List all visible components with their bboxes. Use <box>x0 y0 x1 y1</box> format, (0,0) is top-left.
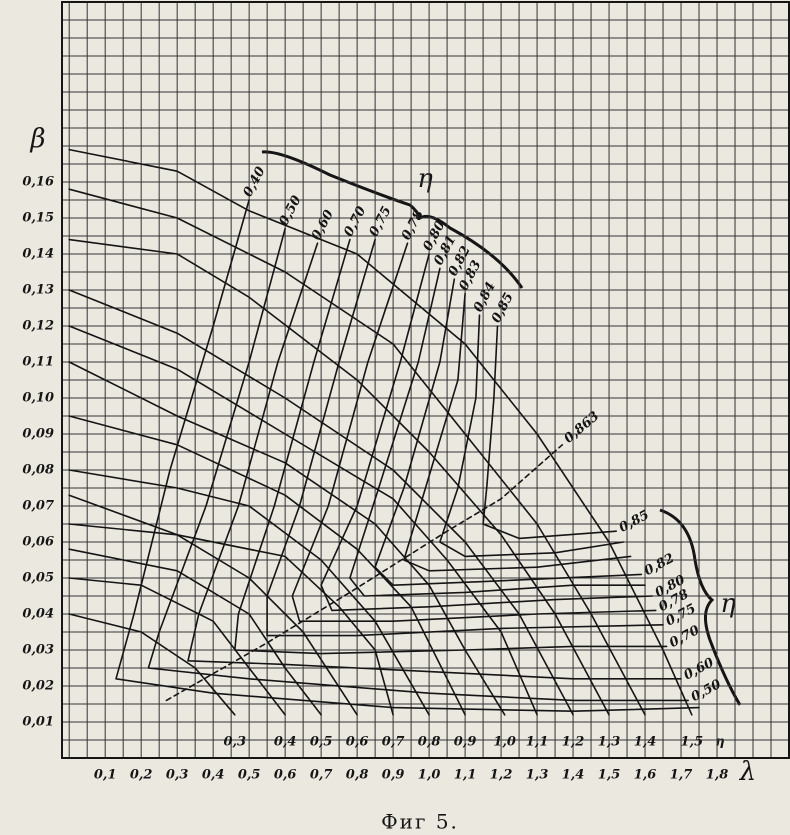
curve-label: 0,85 <box>617 508 652 536</box>
curve <box>482 325 617 540</box>
y-tick-label: 0,09 <box>22 427 54 442</box>
curve <box>266 238 664 637</box>
x-tick-label: 0,1 <box>94 768 117 783</box>
y-tick-label: 0,05 <box>22 571 54 586</box>
y-tick-label: 0,04 <box>22 607 54 622</box>
y-tick-label: 0,16 <box>22 175 54 190</box>
curve-label: 1,5 <box>681 735 704 750</box>
x-tick-label: 0,5 <box>238 768 261 783</box>
curve <box>68 613 236 716</box>
x-tick-label: 0,7 <box>310 768 333 783</box>
x-tick-label: 1,5 <box>598 768 621 783</box>
y-tick-label: 0,12 <box>22 319 54 334</box>
x-tick-label: 1,0 <box>418 768 441 783</box>
curve-label: 1,3 <box>598 735 621 750</box>
x-axis-label: λ <box>739 757 756 787</box>
curve-label: 0,863 <box>561 409 602 447</box>
y-tick-label: 0,03 <box>22 643 54 658</box>
caption: Фиг 5. <box>381 810 459 834</box>
curve-label: 0,6 <box>346 735 369 750</box>
y-tick-label: 0,08 <box>22 463 54 478</box>
curve-label: 0,7 <box>382 735 405 750</box>
curve-label: 0,4 <box>274 735 297 750</box>
grid <box>62 2 789 758</box>
curve <box>165 444 564 702</box>
curve-label: 0,3 <box>223 735 246 750</box>
curve-label: 0,82 <box>642 551 677 579</box>
curve-label: 0,5 <box>310 735 333 750</box>
x-tick-label: 1,3 <box>526 768 549 783</box>
curve <box>403 292 632 572</box>
eta-symbol: η <box>417 164 433 194</box>
curve <box>68 548 322 716</box>
y-tick-label: 0,06 <box>22 535 54 550</box>
curve <box>68 469 430 716</box>
curve <box>68 577 286 716</box>
eta-symbol: η <box>715 735 724 750</box>
x-tick-label: 1,1 <box>454 768 477 783</box>
curve <box>68 289 574 716</box>
y-tick-label: 0,15 <box>22 211 54 226</box>
curve-label: 1,2 <box>562 735 585 750</box>
curve <box>68 494 394 716</box>
y-tick-label: 0,13 <box>22 283 54 298</box>
curve-label: 0,70 <box>341 204 369 239</box>
x-tick-label: 0,8 <box>346 768 369 783</box>
curve <box>147 228 689 702</box>
curve <box>291 242 657 622</box>
x-tick-label: 1,7 <box>670 768 693 783</box>
y-tick-label: 0,01 <box>22 715 54 730</box>
curve <box>320 253 653 612</box>
x-tick-label: 0,6 <box>274 768 297 783</box>
x-tick-label: 1,4 <box>562 768 585 783</box>
curve-label: 0,50 <box>689 677 724 705</box>
curve <box>115 199 700 712</box>
y-tick-label: 0,14 <box>22 247 54 262</box>
x-tick-label: 0,2 <box>130 768 153 783</box>
y-tick-label: 0,11 <box>22 355 54 370</box>
y-tick-label: 0,02 <box>22 679 54 694</box>
x-tick-label: 0,3 <box>166 768 189 783</box>
brace <box>659 508 742 706</box>
curve <box>68 148 693 716</box>
x-tick-label: 1,8 <box>706 768 729 783</box>
curve <box>68 325 538 716</box>
y-axis-label: β <box>29 124 45 154</box>
curve <box>234 238 668 655</box>
curve-label: 0,9 <box>454 735 477 750</box>
curve-label: 0,50 <box>277 193 305 228</box>
x-tick-label: 0,9 <box>382 768 405 783</box>
plot-frame <box>61 1 790 759</box>
curve-label: 1,1 <box>526 735 549 750</box>
y-tick-label: 0,10 <box>22 391 54 406</box>
y-tick-label: 0,07 <box>22 499 54 514</box>
curve <box>349 267 646 597</box>
x-tick-label: 0,4 <box>202 768 225 783</box>
curve-label: 0,8 <box>418 735 441 750</box>
curve-label: 0,60 <box>309 208 337 243</box>
curve <box>187 242 682 680</box>
curve <box>374 278 643 586</box>
curve-label: 0,75 <box>366 204 394 239</box>
curve-label: 1,0 <box>493 735 516 750</box>
x-tick-label: 1,2 <box>490 768 513 783</box>
curve <box>439 314 625 558</box>
curve <box>68 523 358 716</box>
curve-label: 1,4 <box>634 735 657 750</box>
x-tick-label: 1,6 <box>634 768 657 783</box>
curve-label: 0,78 <box>399 208 427 243</box>
